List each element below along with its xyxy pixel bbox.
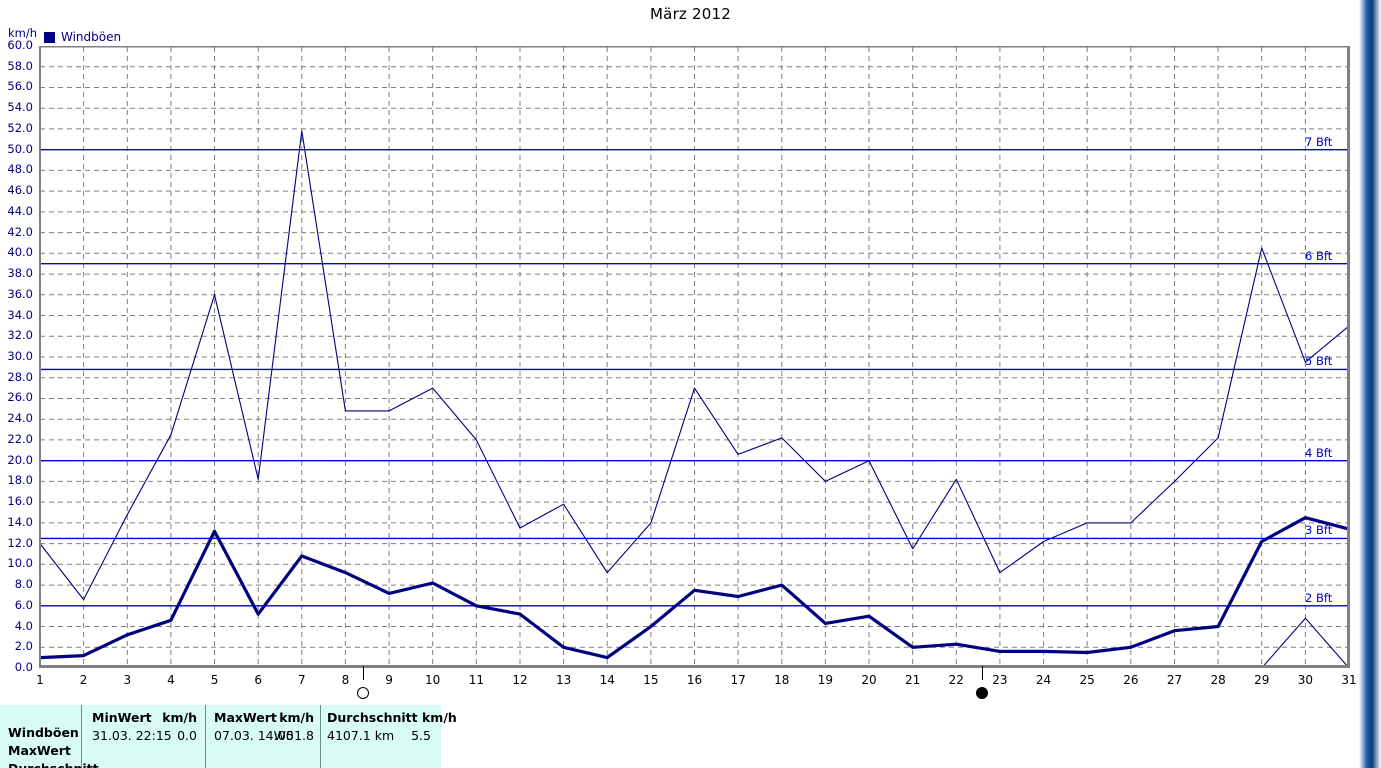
x-axis-tick-label: 8 <box>341 673 350 687</box>
summary-value-min-number: 0.0 <box>177 728 197 743</box>
y-axis-tick-label: 14.0 <box>7 514 33 529</box>
x-axis-tick-label: 1 <box>36 673 44 687</box>
x-axis-tick-label: 14 <box>599 673 615 687</box>
summary-row-label-1: MaxWert <box>8 743 71 758</box>
series-line-0 <box>39 130 1350 601</box>
moon-phase-tick <box>362 666 364 680</box>
summary-col-min: MinWert km/h 31.03. 22:15 0.0 <box>81 705 205 768</box>
legend-swatch-icon <box>44 31 55 43</box>
y-axis-tick-label: 46.0 <box>7 183 33 198</box>
x-axis-tick-label: 21 <box>905 673 921 687</box>
y-axis-tick-label: 24.0 <box>7 411 33 426</box>
y-axis-tick-label: 8.0 <box>14 577 33 592</box>
x-axis-tick-label: 3 <box>123 673 132 687</box>
y-axis-tick-label: 40.0 <box>7 245 33 260</box>
y-axis-tick-label: 56.0 <box>7 79 33 94</box>
y-axis-tick-label: 38.0 <box>7 266 33 281</box>
y-axis-tick-label: 44.0 <box>7 203 33 218</box>
x-axis-tick-label: 13 <box>555 673 572 687</box>
y-axis-tick-label: 54.0 <box>7 100 33 115</box>
summary-value-avg-number: 5.5 <box>411 728 431 743</box>
x-axis-tick-label: 7 <box>297 673 306 687</box>
x-axis-tick-label: 22 <box>948 673 964 687</box>
y-axis-tick-label: 12.0 <box>7 535 33 550</box>
y-axis-tick-label: 36.0 <box>7 286 33 301</box>
x-axis-tick-label: 15 <box>643 673 659 687</box>
y-axis-tick-label: 60.0 <box>7 38 33 52</box>
summary-header-avg: Durchschnitt km/h <box>327 710 457 725</box>
legend-label: Windböen <box>61 30 122 44</box>
summary-header-max: MaxWert <box>214 710 277 725</box>
x-axis-tick-label: 28 <box>1210 673 1226 687</box>
x-axis-tick-label: 23 <box>992 673 1008 687</box>
x-axis-tick-label: 20 <box>861 673 877 687</box>
y-axis-tick-label: 10.0 <box>7 556 33 571</box>
x-axis-tick-label: 10 <box>425 673 441 687</box>
x-axis-tick-label: 19 <box>817 673 834 687</box>
y-axis-tick-label: 42.0 <box>7 224 33 239</box>
x-axis-tick-label: 24 <box>1035 673 1052 687</box>
y-axis-tick-label: 50.0 <box>7 141 33 156</box>
summary-value-max-number: 51.8 <box>286 728 314 743</box>
x-axis-tick-label: 16 <box>686 673 703 687</box>
y-axis-tick-label: 32.0 <box>7 328 33 343</box>
x-axis-tick-label: 11 <box>468 673 484 687</box>
new-moon-icon <box>976 687 989 699</box>
x-axis-tick-label: 25 <box>1079 673 1095 687</box>
summary-col-avg: Durchschnitt km/h 4107.1 km 5.5 <box>320 705 457 768</box>
plot-area <box>39 46 1350 668</box>
y-axis-tick-label: 22.0 <box>7 431 33 446</box>
y-axis-unit-label: km/h <box>8 26 38 40</box>
beaufort-threshold-lines <box>40 148 1349 607</box>
x-axis-tick-label: 29 <box>1254 673 1270 687</box>
x-axis-tick-label: 27 <box>1166 673 1183 687</box>
y-axis-tick-label: 16.0 <box>7 494 33 509</box>
y-axis-tick-label: 28.0 <box>7 369 33 384</box>
full-moon-icon <box>356 687 369 699</box>
x-axis-tick-label: 6 <box>254 673 262 687</box>
y-axis-tick-label: 26.0 <box>7 390 33 405</box>
x-axis-tick-label: 17 <box>730 673 746 687</box>
page-title: März 2012 <box>650 5 731 23</box>
summary-row-label-2: Durchschnitt <box>8 761 99 768</box>
x-axis-tick-label: 30 <box>1297 673 1313 687</box>
summary-header-min: MinWert <box>92 710 152 725</box>
summary-value-avg-distance: 4107.1 km <box>327 728 395 743</box>
y-axis-tick-label: 2.0 <box>14 639 33 654</box>
series-line-1 <box>39 516 1350 660</box>
y-axis-tick-label: 48.0 <box>7 162 33 177</box>
summary-col-max: MaxWert km/h 07.03. 14:00 W 51.8 <box>205 705 320 768</box>
y-axis-tick-label: 4.0 <box>14 618 33 633</box>
summary-table: Windböen MaxWert Durchschnitt MinWert km… <box>0 705 457 768</box>
y-axis-tick-label: 0.0 <box>14 660 33 674</box>
y-axis-tick-label: 6.0 <box>14 597 33 612</box>
y-axis-tick-label: 52.0 <box>7 120 33 135</box>
summary-row-label-0: Windböen <box>8 725 79 740</box>
moon-phase-tick <box>982 666 984 680</box>
y-axis-tick-label: 18.0 <box>7 473 33 488</box>
summary-unit-max: km/h <box>279 710 314 725</box>
x-axis-tick-label: 9 <box>385 673 393 687</box>
summary-value-min-datetime: 31.03. 22:15 <box>92 728 172 743</box>
x-axis-tick-label: 12 <box>512 673 528 687</box>
y-axis-tick-label: 20.0 <box>7 452 33 467</box>
window-right-edge-decoration <box>1359 0 1381 768</box>
summary-value-max-datetime: 07.03. 14:00 <box>214 728 294 743</box>
x-axis-tick-label: 18 <box>774 673 790 687</box>
summary-col-rowlabels: Windböen MaxWert Durchschnitt <box>0 705 99 768</box>
y-axis-tick-label: 30.0 <box>7 349 33 363</box>
summary-value-max-direction: W <box>273 728 286 743</box>
legend: Windböen <box>44 30 121 44</box>
x-axis-tick-label: 2 <box>79 673 88 687</box>
chart-svg <box>39 46 1350 668</box>
summary-unit-min: km/h <box>162 710 197 725</box>
x-axis-tick-label: 4 <box>167 673 175 687</box>
x-axis-tick-label: 26 <box>1123 673 1139 687</box>
y-axis-tick-label: 34.0 <box>7 307 33 322</box>
x-axis-tick-label: 5 <box>210 673 219 687</box>
y-axis-tick-label: 58.0 <box>7 58 33 73</box>
data-series-lines <box>39 130 1350 668</box>
